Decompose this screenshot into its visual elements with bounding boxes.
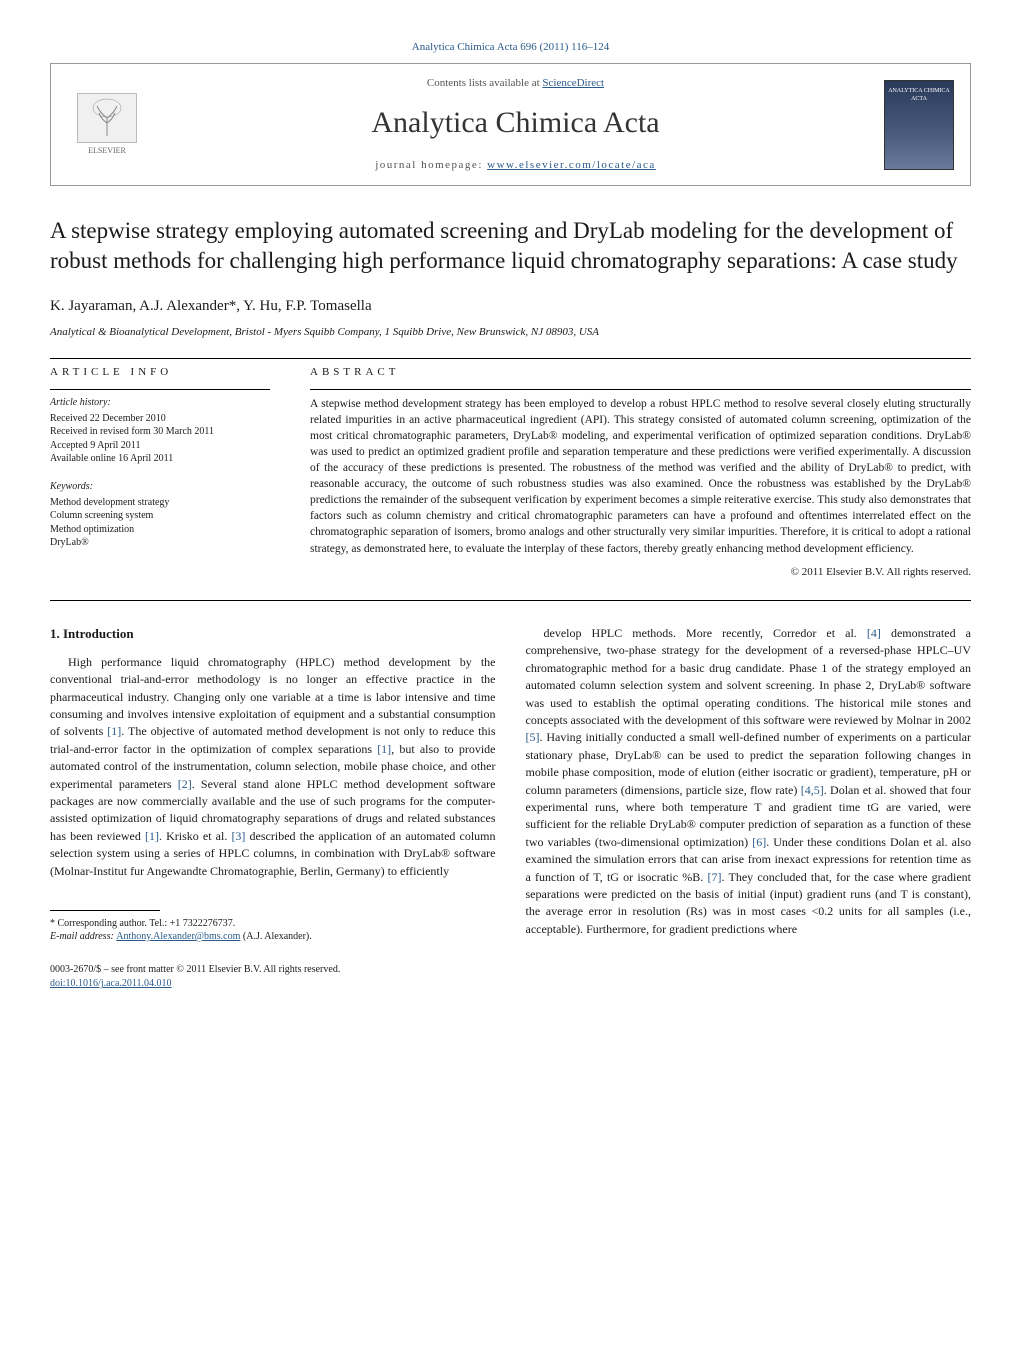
journal-cover-thumbnail: ANALYTICA CHIMICA ACTA	[884, 80, 954, 170]
email-footnote: E-mail address: Anthony.Alexander@bms.co…	[50, 930, 496, 943]
sciencedirect-link[interactable]: ScienceDirect	[542, 77, 604, 89]
corresponding-author-footnote: * Corresponding author. Tel.: +1 7322276…	[50, 917, 496, 930]
history-revised: Received in revised form 30 March 2011	[50, 425, 270, 439]
doi-link[interactable]: doi:10.1016/j.aca.2011.04.010	[50, 978, 172, 989]
journal-homepage: journal homepage: www.elsevier.com/locat…	[147, 158, 884, 173]
divider	[50, 389, 270, 390]
history-online: Available online 16 April 2011	[50, 452, 270, 466]
masthead: ELSEVIER Contents lists available at Sci…	[50, 63, 971, 186]
body-columns: 1. Introduction High performance liquid …	[50, 625, 971, 992]
keyword: DryLab®	[50, 536, 270, 550]
masthead-center: Contents lists available at ScienceDirec…	[147, 76, 884, 173]
article-info-label: ARTICLE INFO	[50, 365, 270, 380]
issn-line: 0003-2670/$ – see front matter © 2011 El…	[50, 963, 496, 978]
contents-prefix: Contents lists available at	[427, 77, 542, 89]
email-label: E-mail address:	[50, 931, 116, 942]
divider	[50, 600, 971, 601]
authors: K. Jayaraman, A.J. Alexander*, Y. Hu, F.…	[50, 296, 971, 317]
keyword: Method optimization	[50, 523, 270, 537]
affiliation: Analytical & Bioanalytical Development, …	[50, 325, 971, 340]
running-head: Analytica Chimica Acta 696 (2011) 116–12…	[50, 40, 971, 55]
footnote-separator	[50, 910, 160, 911]
column-right: develop HPLC methods. More recently, Cor…	[526, 625, 972, 992]
keyword: Method development strategy	[50, 496, 270, 510]
cover-label: ANALYTICA CHIMICA ACTA	[885, 87, 953, 104]
elsevier-tree-icon	[77, 93, 137, 143]
email-link[interactable]: Anthony.Alexander@bms.com	[116, 931, 240, 942]
email-suffix: (A.J. Alexander).	[240, 931, 311, 942]
keywords-label: Keywords:	[50, 480, 270, 494]
body-paragraph: develop HPLC methods. More recently, Cor…	[526, 625, 972, 938]
body-paragraph: High performance liquid chromatography (…	[50, 654, 496, 880]
abstract-text: A stepwise method development strategy h…	[310, 396, 971, 557]
article-title: A stepwise strategy employing automated …	[50, 216, 971, 276]
divider	[310, 389, 971, 390]
intro-heading: 1. Introduction	[50, 625, 496, 644]
article-info-column: ARTICLE INFO Article history: Received 2…	[50, 365, 270, 580]
keyword: Column screening system	[50, 509, 270, 523]
copyright: © 2011 Elsevier B.V. All rights reserved…	[310, 565, 971, 580]
elsevier-text: ELSEVIER	[88, 145, 126, 156]
column-left: 1. Introduction High performance liquid …	[50, 625, 496, 992]
history-label: Article history:	[50, 396, 270, 410]
contents-available: Contents lists available at ScienceDirec…	[147, 76, 884, 91]
journal-name: Analytica Chimica Acta	[147, 102, 884, 144]
homepage-prefix: journal homepage:	[375, 159, 487, 171]
doi-line: doi:10.1016/j.aca.2011.04.010	[50, 977, 496, 992]
history-accepted: Accepted 9 April 2011	[50, 439, 270, 453]
homepage-link[interactable]: www.elsevier.com/locate/aca	[487, 159, 656, 171]
history-received: Received 22 December 2010	[50, 412, 270, 426]
abstract-column: ABSTRACT A stepwise method development s…	[310, 365, 971, 580]
abstract-label: ABSTRACT	[310, 365, 971, 380]
elsevier-logo: ELSEVIER	[67, 85, 147, 165]
divider	[50, 358, 971, 359]
